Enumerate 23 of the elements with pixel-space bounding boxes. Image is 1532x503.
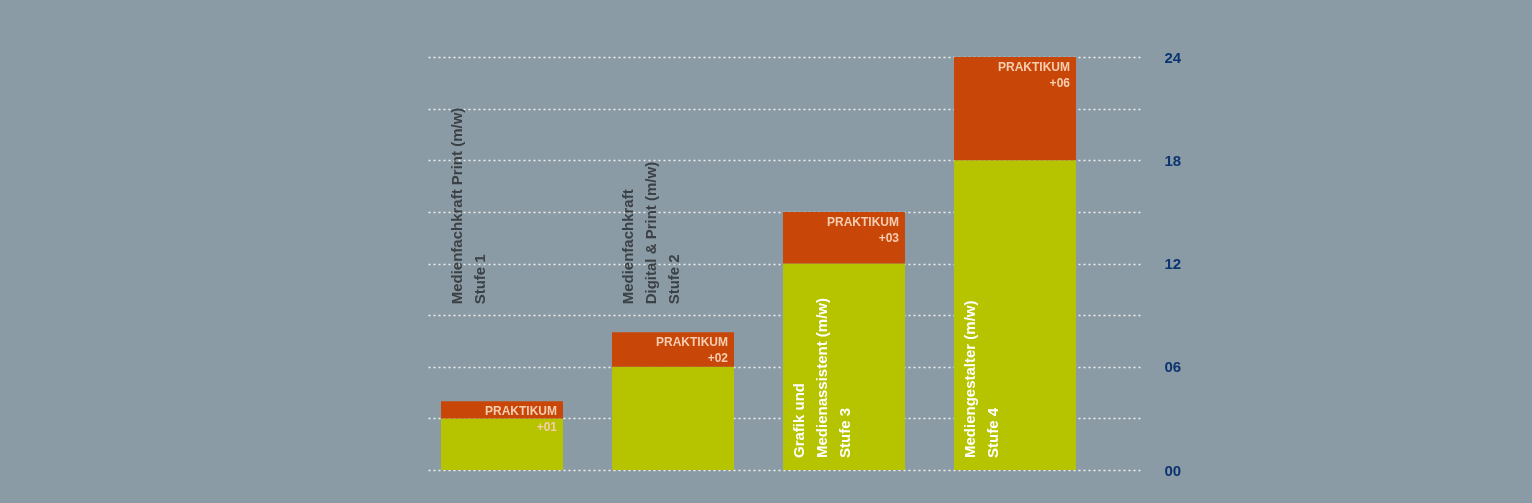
y-tick-label: 24 bbox=[1164, 48, 1182, 66]
x-tick-label: Grafik und Medienassistent (m/w) Stufe 3 bbox=[789, 297, 853, 458]
data-label: +01 bbox=[536, 420, 558, 435]
data-label: +02 bbox=[707, 351, 729, 366]
text: PRAKTIKUM bbox=[656, 335, 728, 350]
bar bbox=[953, 57, 1076, 161]
x-tick-label: Mediengestalter (m/w) Stufe 4 bbox=[960, 300, 1001, 458]
x-tick-label: Medienfachkraft Print (m/w) Stufe 1 bbox=[448, 107, 488, 305]
bar bbox=[953, 160, 1076, 470]
bar bbox=[441, 418, 564, 470]
bar bbox=[612, 366, 734, 470]
x-tick-label: Medienfachkraft Digital & Print (m/w) Stufe 2 bbox=[619, 161, 682, 305]
y-tick-label: 00 bbox=[1164, 461, 1182, 479]
data-label: +03 bbox=[878, 230, 900, 245]
y-tick-label: 18 bbox=[1164, 151, 1182, 169]
bar bbox=[782, 211, 905, 264]
data-label: +06 bbox=[1049, 76, 1071, 90]
text: PRAKTIKUM bbox=[826, 214, 899, 229]
bar bbox=[782, 263, 905, 470]
y-tick-label: 12 bbox=[1164, 255, 1182, 272]
series-label: PRAKTIKUM bbox=[485, 404, 558, 419]
text: PRAKTIKUM bbox=[997, 60, 1070, 74]
y-tick-label: 06 bbox=[1164, 358, 1182, 376]
